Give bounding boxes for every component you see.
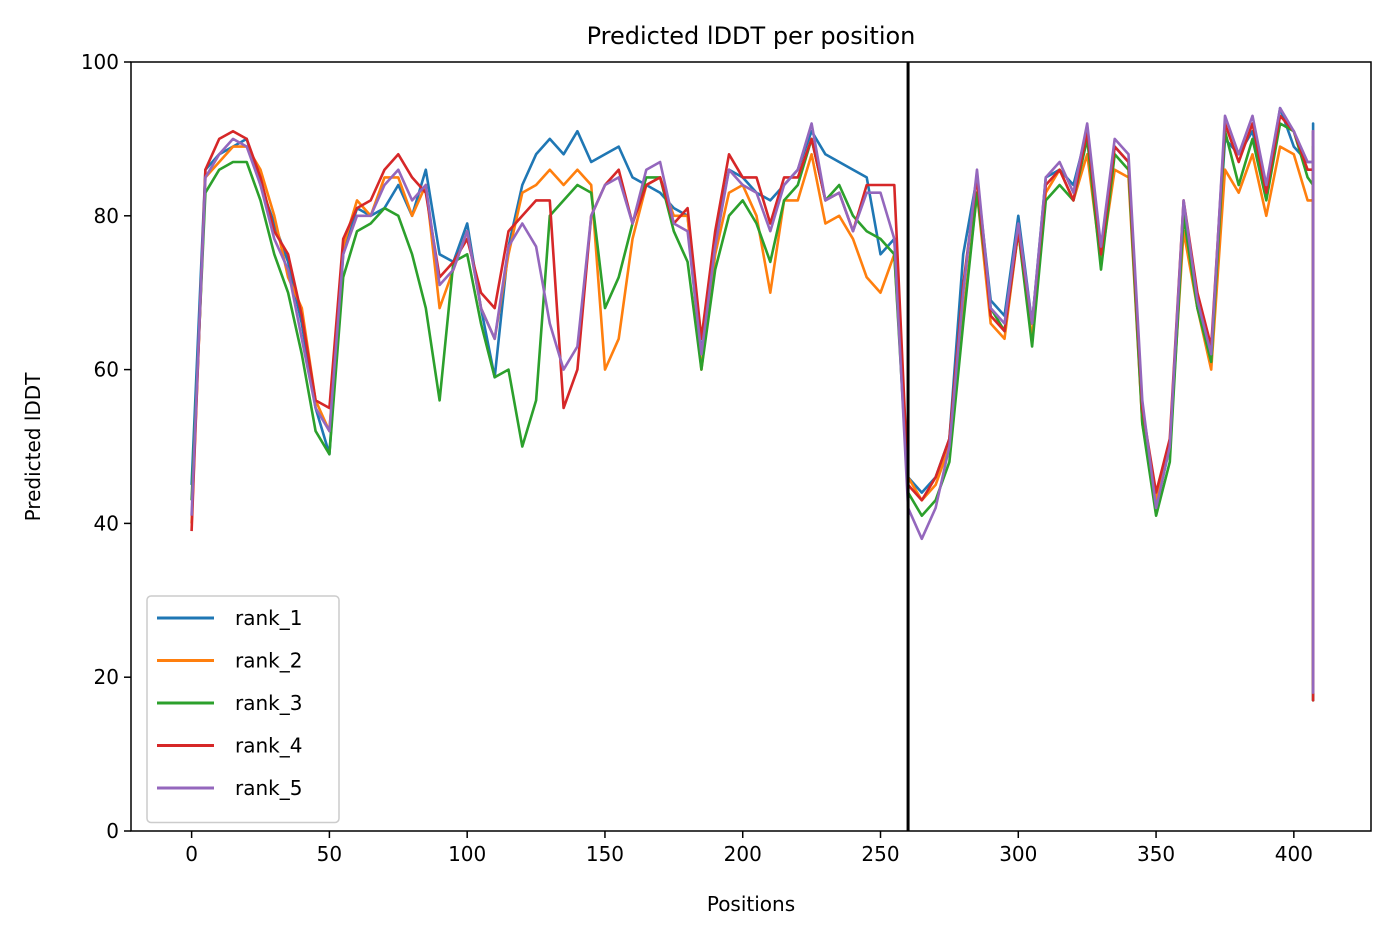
legend-label-rank_2: rank_2 (235, 649, 302, 673)
x-tick-label: 100 (448, 842, 486, 866)
series-line-rank_5 (190, 106, 1315, 694)
y-tick-label: 40 (94, 511, 119, 535)
legend-box (146, 595, 340, 824)
y-tick-label: 100 (81, 50, 119, 74)
y-tick-label: 80 (94, 204, 119, 228)
x-tick-label: 250 (861, 842, 899, 866)
x-tick-label: 150 (586, 842, 624, 866)
plot-frame (130, 61, 1372, 832)
x-tick-label: 300 (999, 842, 1037, 866)
x-tick-label: 50 (317, 842, 342, 866)
legend: rank_1 rank_2 rank_3 rank_4 rank_5 (146, 595, 340, 824)
y-tick-label: 60 (94, 358, 119, 382)
x-tick-label: 350 (1137, 842, 1175, 866)
y-tick-label: 20 (94, 665, 119, 689)
x-tick-label: 200 (724, 842, 762, 866)
legend-label-rank_1: rank_1 (235, 606, 302, 630)
y-tick-label: 0 (106, 819, 119, 843)
x-axis: 0 50 100 150 200 250 300 350 400 (185, 831, 1313, 866)
legend-label-rank_4: rank_4 (235, 734, 302, 758)
series-layer (190, 106, 1315, 702)
legend-label-rank_3: rank_3 (235, 691, 302, 715)
y-axis-label: Predicted lDDT (21, 372, 45, 522)
y-axis: 0 20 40 60 80 100 (81, 50, 131, 843)
legend-label-rank_5: rank_5 (235, 776, 302, 800)
x-tick-label: 0 (185, 842, 198, 866)
x-tick-label: 400 (1275, 842, 1313, 866)
x-axis-label: Positions (707, 892, 795, 916)
chart-title: Predicted lDDT per position (587, 22, 916, 50)
